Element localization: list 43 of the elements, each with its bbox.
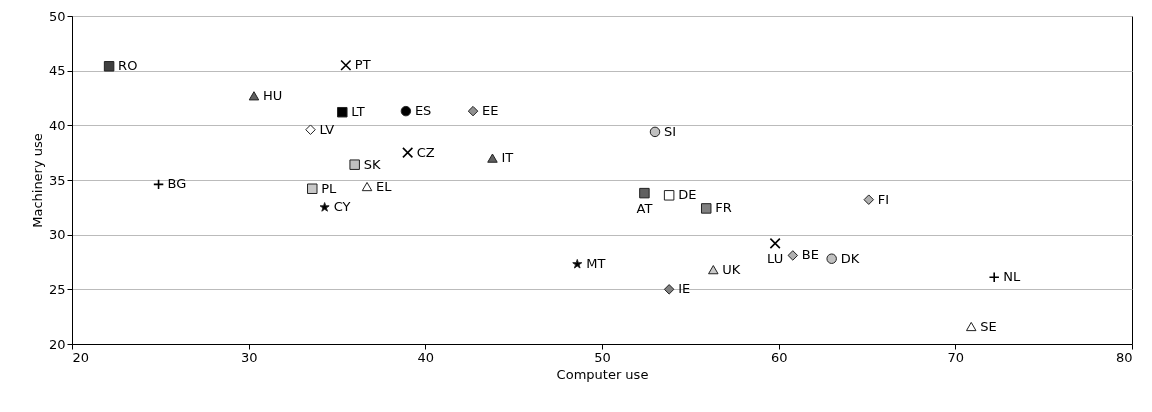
series-label: BE — [801, 247, 819, 263]
x-tick-label: 80 — [1115, 349, 1133, 365]
y-tick-label: 40 — [48, 117, 66, 133]
x-tick-label: 60 — [770, 349, 788, 365]
y-tick-label: 50 — [48, 8, 66, 24]
y-tick-label: 30 — [48, 227, 66, 243]
series-label: SI — [664, 123, 677, 139]
series-label: BG — [167, 176, 187, 192]
series-label: ES — [414, 103, 432, 119]
series-label: LV — [319, 121, 335, 137]
series-label: RO — [118, 58, 138, 74]
y-tick-label: 25 — [48, 281, 66, 297]
y-axis-title: Machinery use — [29, 133, 45, 228]
series-label: CY — [333, 199, 351, 215]
y-tick-label: 45 — [48, 63, 66, 79]
series-label: NL — [1003, 269, 1021, 285]
series-label: LU — [767, 251, 784, 267]
x-tick-label: 40 — [417, 349, 435, 365]
series-label: HU — [262, 87, 283, 103]
series-label: EE — [482, 103, 499, 119]
x-tick-label: 30 — [240, 349, 258, 365]
series-label: DK — [840, 250, 860, 266]
series-label: CZ — [416, 144, 435, 160]
y-tick-label: 20 — [48, 336, 66, 352]
series-label: IE — [678, 281, 691, 297]
series-label: MT — [586, 256, 606, 272]
series-label: LT — [351, 104, 365, 120]
x-tick-label: 50 — [594, 349, 611, 365]
series-label: UK — [722, 261, 741, 277]
x-axis-title: Computer use — [556, 366, 649, 382]
series-label: FI — [877, 191, 890, 207]
y-tick-label: 35 — [48, 172, 66, 188]
x-tick-label: 20 — [72, 349, 90, 365]
series-label: PT — [354, 57, 371, 73]
series-label: IT — [501, 150, 514, 166]
series-label: EL — [376, 178, 393, 194]
series-label: FR — [715, 200, 732, 216]
series-label: DE — [678, 187, 697, 203]
series-label: AT — [636, 201, 653, 217]
x-tick-label: 70 — [947, 349, 965, 365]
series-label: SK — [363, 156, 381, 172]
series-label: PL — [321, 180, 338, 196]
series-label: SE — [980, 318, 997, 334]
